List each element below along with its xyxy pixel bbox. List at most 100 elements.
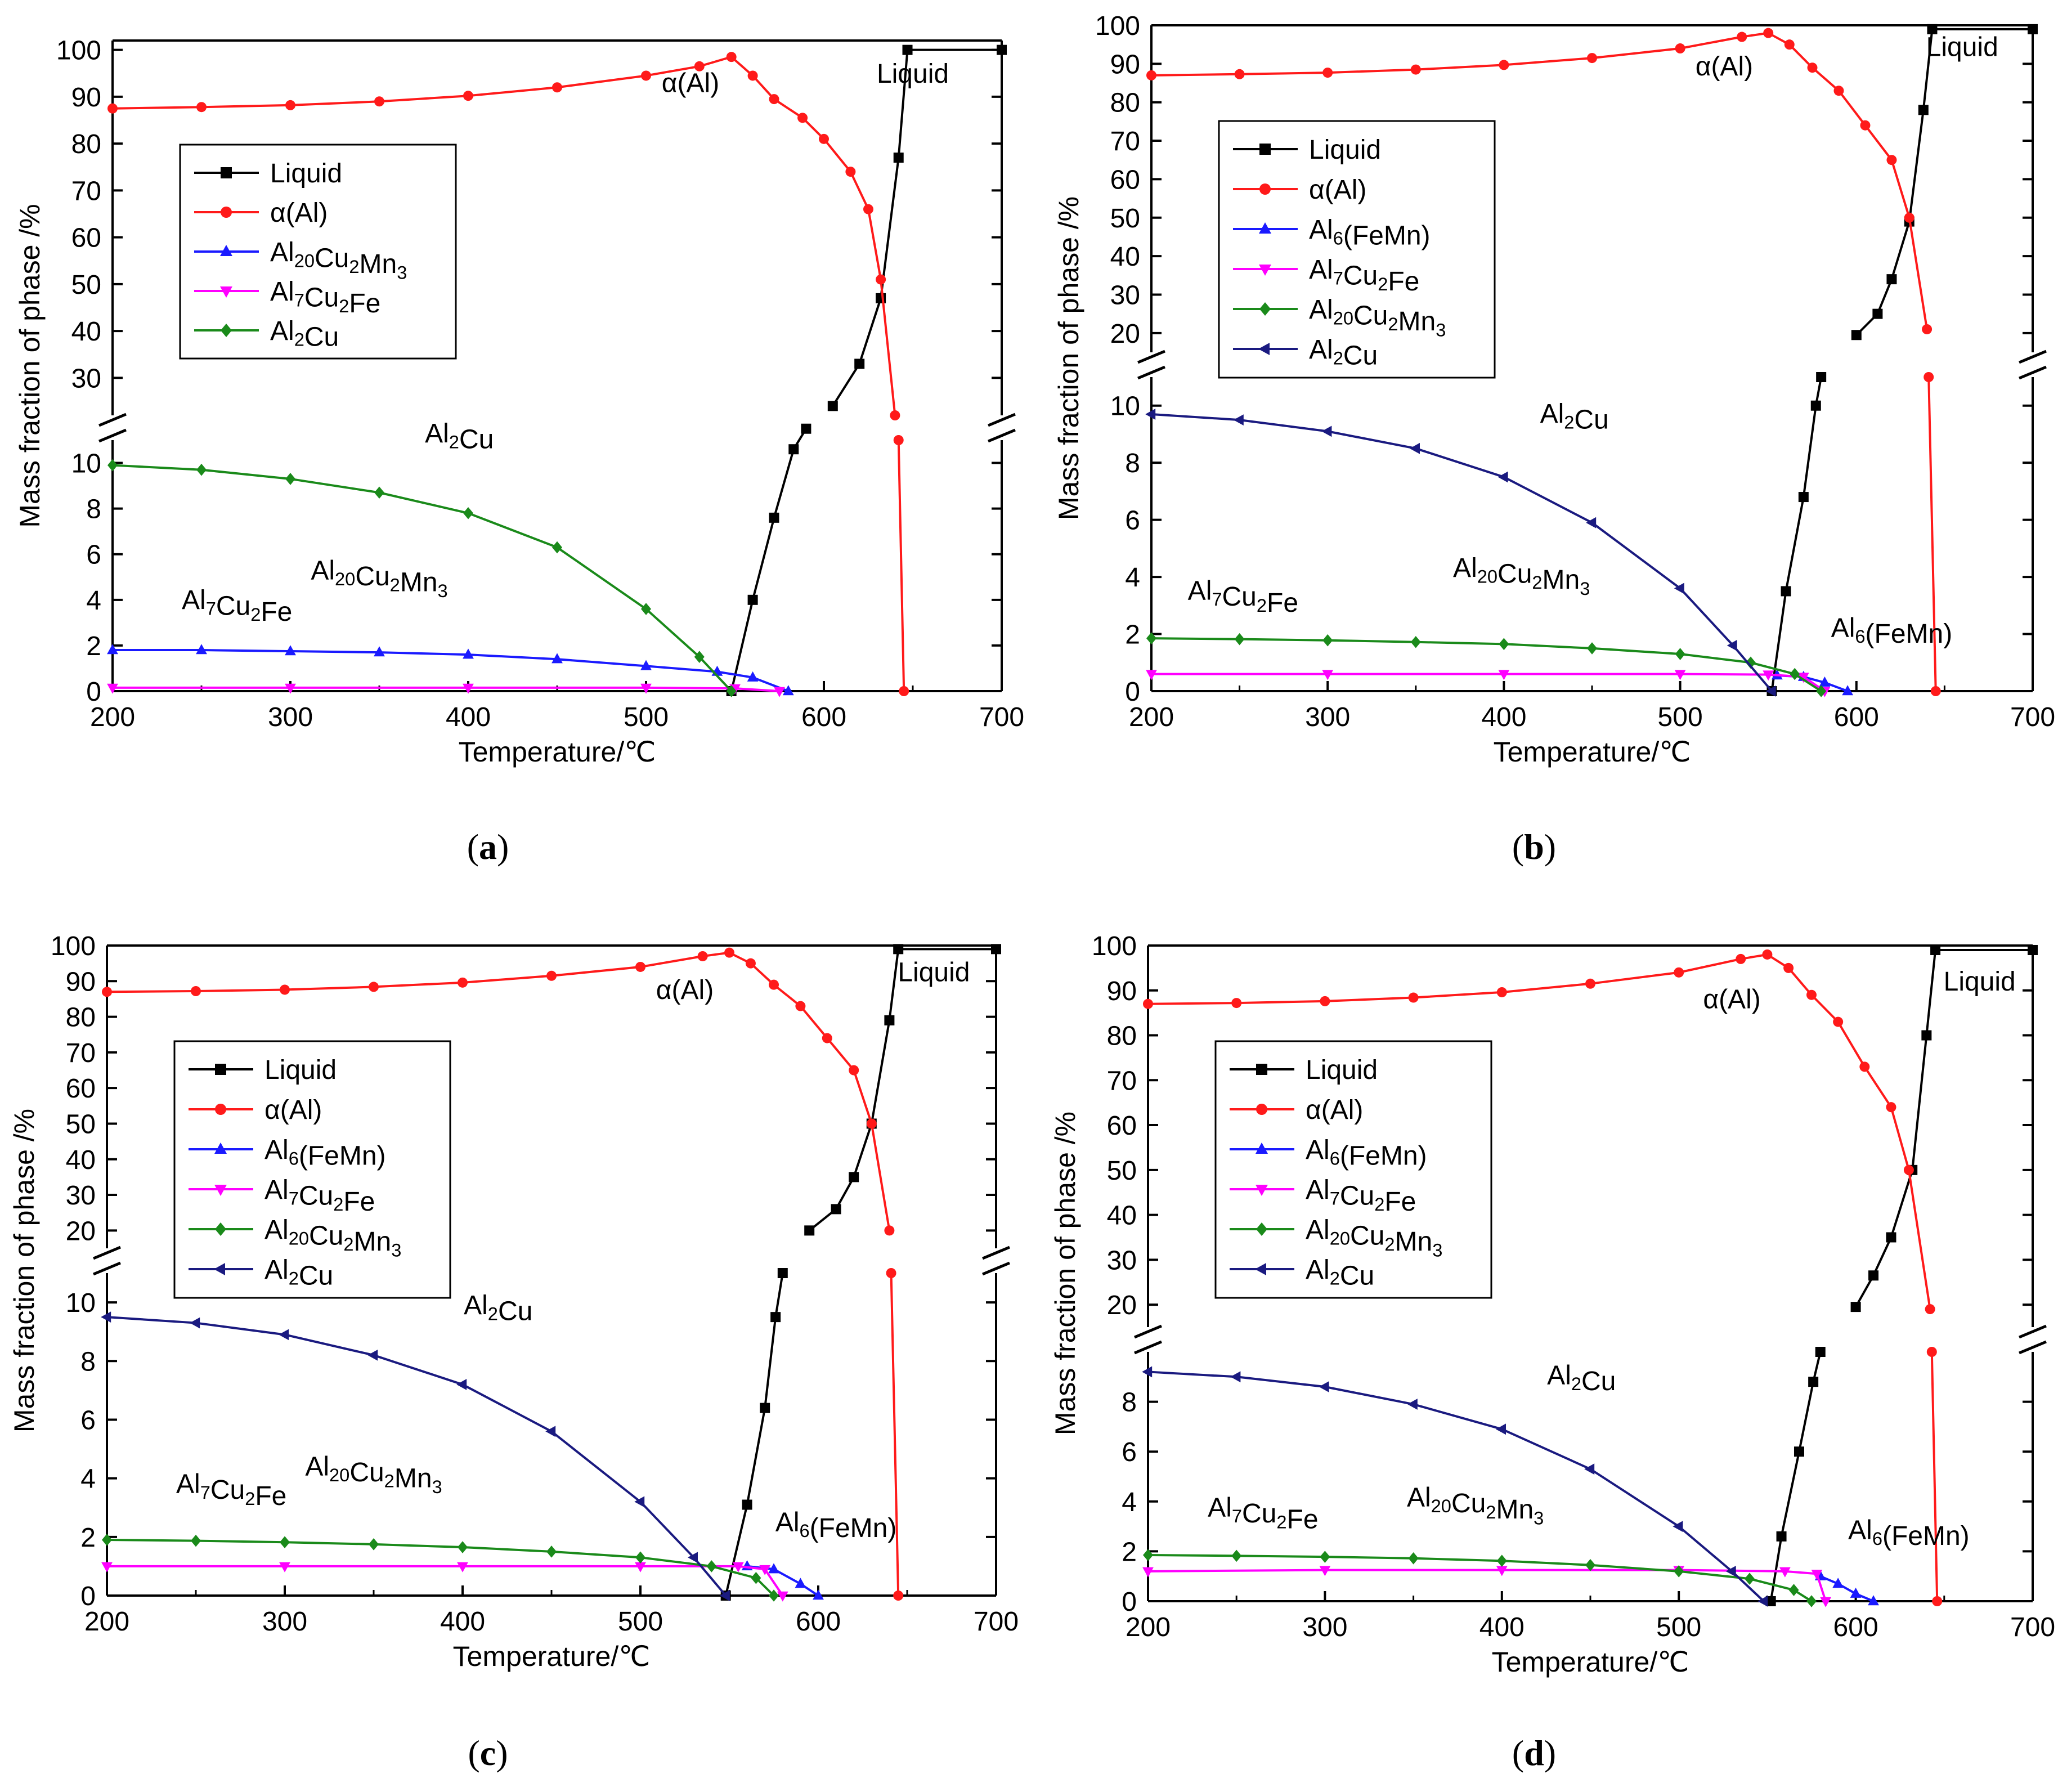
data-point bbox=[770, 1312, 781, 1323]
data-point bbox=[1776, 1531, 1787, 1542]
data-point bbox=[1143, 998, 1153, 1009]
legend-marker bbox=[215, 1064, 226, 1075]
x-tick-label: 600 bbox=[801, 702, 846, 732]
legend-marker bbox=[1256, 1064, 1267, 1075]
series-line bbox=[1769, 1351, 1822, 1602]
y-tick-label-lower: 4 bbox=[1125, 563, 1140, 593]
y-tick-label-upper: 50 bbox=[66, 1109, 96, 1139]
series-Liquid bbox=[1766, 24, 2038, 696]
data-point bbox=[1674, 670, 1686, 680]
data-point bbox=[1932, 1596, 1943, 1606]
series-α(Al) bbox=[102, 947, 904, 1601]
series-line bbox=[1147, 1569, 1827, 1602]
y-tick-label-upper: 50 bbox=[1107, 1156, 1137, 1186]
x-tick-label: 700 bbox=[2010, 1612, 2055, 1642]
y-tick-label-upper: 30 bbox=[71, 364, 101, 393]
legend-box bbox=[1214, 1040, 1492, 1299]
series-line bbox=[1151, 637, 1822, 692]
data-point bbox=[1499, 638, 1509, 651]
data-point bbox=[886, 1268, 896, 1278]
caption-a: (a) bbox=[467, 827, 509, 867]
data-point bbox=[285, 683, 296, 694]
y-tick-label-upper: 90 bbox=[1110, 50, 1140, 79]
annotation-label: Al20Cu2Mn3 bbox=[311, 555, 447, 601]
data-point bbox=[635, 1562, 646, 1573]
y-axis-label: Mass fraction of phase /% bbox=[14, 204, 46, 527]
y-tick-label-upper: 80 bbox=[1110, 88, 1140, 118]
data-point bbox=[101, 1562, 113, 1573]
data-point bbox=[1322, 68, 1333, 78]
x-tick-label: 700 bbox=[979, 702, 1024, 732]
y-tick-label-upper: 60 bbox=[1110, 165, 1140, 195]
y-axis-label: Mass fraction of phase /% bbox=[8, 1109, 40, 1432]
data-point bbox=[1779, 1567, 1791, 1578]
data-point bbox=[635, 961, 645, 972]
legend-marker bbox=[220, 286, 232, 298]
legend-label: α(Al) bbox=[1306, 1095, 1363, 1125]
y-tick-label-upper: 70 bbox=[1107, 1066, 1137, 1096]
series-α(Al) bbox=[1146, 28, 1941, 696]
data-point bbox=[899, 686, 909, 696]
data-point bbox=[1765, 1596, 1776, 1606]
data-point bbox=[797, 113, 808, 123]
data-point bbox=[196, 102, 207, 113]
legend: Liquid α(Al) Al6(FeMn) Al7Cu2FeAl20Cu2Mn3Al… bbox=[1214, 1040, 1492, 1299]
y-tick-label-lower: 2 bbox=[1122, 1537, 1137, 1567]
legend-label: Al7Cu2Fe bbox=[1309, 255, 1419, 297]
y-tick-label-upper: 90 bbox=[71, 83, 101, 113]
data-point bbox=[458, 977, 468, 988]
legend-box bbox=[173, 1040, 451, 1299]
legend-marker bbox=[221, 167, 232, 178]
data-point bbox=[726, 52, 737, 62]
y-tick-label-upper: 100 bbox=[56, 36, 101, 66]
y-tick-label-lower: 2 bbox=[1125, 620, 1140, 650]
data-point bbox=[1924, 372, 1934, 382]
x-tick-label: 500 bbox=[1656, 1612, 1701, 1642]
annotation-label: α(Al) bbox=[662, 69, 719, 98]
data-point bbox=[1794, 1446, 1804, 1457]
data-point bbox=[2028, 944, 2038, 955]
data-point bbox=[640, 683, 652, 694]
annotation-label: α(Al) bbox=[1696, 52, 1753, 82]
data-point bbox=[991, 944, 1001, 955]
data-point bbox=[751, 1571, 761, 1584]
data-point bbox=[1725, 1565, 1736, 1577]
data-point bbox=[552, 541, 562, 554]
data-point bbox=[706, 1560, 717, 1573]
legend-label: Al20Cu2Mn3 bbox=[1306, 1215, 1442, 1261]
data-point bbox=[1231, 998, 1242, 1009]
data-point bbox=[1233, 414, 1244, 425]
data-point bbox=[782, 685, 794, 696]
legend-label: Al6(FeMn) bbox=[264, 1135, 386, 1171]
x-tick-label: 700 bbox=[974, 1607, 1019, 1637]
data-point bbox=[777, 1268, 788, 1278]
data-point bbox=[1833, 1016, 1844, 1027]
data-point bbox=[1850, 1587, 1862, 1598]
data-point bbox=[1585, 978, 1595, 989]
data-point bbox=[1859, 1061, 1870, 1072]
data-point bbox=[1737, 32, 1747, 42]
data-point bbox=[884, 1225, 895, 1236]
legend-marker bbox=[1258, 343, 1270, 355]
y-axis-label: Mass fraction of phase /% bbox=[1050, 1112, 1081, 1435]
data-point bbox=[1587, 53, 1597, 64]
data-point bbox=[804, 1225, 815, 1236]
data-point bbox=[1921, 1030, 1932, 1041]
legend-marker bbox=[1256, 1104, 1267, 1115]
series-Al2Cu bbox=[107, 459, 737, 697]
series-line bbox=[890, 1273, 900, 1596]
legend-marker bbox=[1256, 1222, 1267, 1236]
data-point bbox=[1234, 633, 1245, 646]
data-point bbox=[102, 1534, 112, 1546]
data-point bbox=[893, 435, 904, 445]
legend-label: Al6(FeMn) bbox=[1306, 1135, 1427, 1171]
data-point bbox=[369, 982, 379, 992]
series-line bbox=[1930, 1351, 1939, 1602]
legend-marker bbox=[1256, 1143, 1268, 1154]
data-point bbox=[742, 1499, 752, 1510]
data-point bbox=[546, 1545, 557, 1558]
series-line bbox=[107, 1565, 784, 1597]
axis-break-mark bbox=[1134, 1340, 1162, 1355]
data-point bbox=[688, 1552, 698, 1563]
data-point bbox=[1587, 642, 1597, 655]
